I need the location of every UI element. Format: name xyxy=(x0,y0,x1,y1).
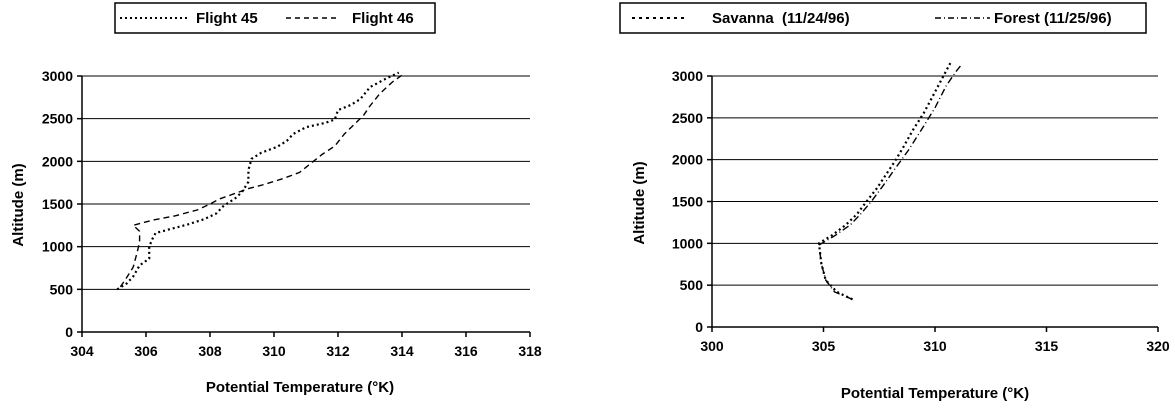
y-tick-label: 500 xyxy=(680,277,704,293)
x-tick-label: 300 xyxy=(700,338,724,354)
y-tick-labels: 0 500 1000 1500 2000 2500 3000 xyxy=(672,68,712,335)
x-tick-label: 308 xyxy=(198,343,222,359)
y-tick-label: 3000 xyxy=(672,68,703,84)
gridlines xyxy=(82,75,530,290)
y-tick-label: 0 xyxy=(695,319,703,335)
legend-box xyxy=(114,2,436,34)
x-axis-title: Potential Temperature (°K) xyxy=(841,385,1029,402)
x-tick-label: 310 xyxy=(923,338,947,354)
x-tick-label: 314 xyxy=(390,343,414,359)
y-tick-label: 500 xyxy=(50,281,74,297)
x-tick-label: 318 xyxy=(518,343,542,359)
flight-chart: Flight 45 Flight 46 0 500 1000 1500 2000 2500… xyxy=(10,2,542,396)
x-tick-label: 305 xyxy=(812,338,836,354)
y-tick-label: 0 xyxy=(65,324,73,340)
x-axis-title: Potential Temperature (°K) xyxy=(206,379,394,396)
legend-label-flight-45: Flight 45 xyxy=(196,10,258,27)
y-tick-label: 1500 xyxy=(42,196,73,212)
y-tick-label: 2500 xyxy=(42,111,73,127)
y-axis-title: Altitude (m) xyxy=(10,163,27,246)
y-tick-labels: 0 500 1000 1500 2000 2500 3000 xyxy=(42,68,82,340)
y-tick-label: 1000 xyxy=(42,239,73,255)
series-line-flight-46 xyxy=(119,74,403,288)
legend-label-flight-46: Flight 46 xyxy=(352,10,414,27)
x-tick-label: 315 xyxy=(1035,338,1059,354)
x-tick-label: 312 xyxy=(326,343,350,359)
y-tick-label: 3000 xyxy=(42,68,73,84)
y-tick-label: 2500 xyxy=(672,110,703,126)
legend-box xyxy=(619,2,1147,34)
series-line-forest-11-25-96 xyxy=(818,63,963,301)
gridlines xyxy=(712,75,1158,286)
legend-label-forest: Forest (11/25/96) xyxy=(994,10,1112,27)
series-line-savanna-11-24-96 xyxy=(817,62,952,301)
land-cover-chart: Savanna (11/24/96) Forest (11/25/96) 0 50… xyxy=(619,2,1170,402)
x-tick-labels: 300 305 310 315 320 xyxy=(700,327,1170,354)
x-tick-label: 320 xyxy=(1146,338,1170,354)
series-layer xyxy=(116,71,403,291)
y-axis-title: Altitude (m) xyxy=(631,161,648,244)
x-tick-label: 304 xyxy=(70,343,94,359)
y-tick-label: 1500 xyxy=(672,194,703,210)
series-layer xyxy=(817,62,963,301)
legend-label-savanna: Savanna (11/24/96) xyxy=(712,10,850,27)
x-tick-labels: 304 306 308 310 312 314 316 318 xyxy=(70,332,542,359)
x-tick-label: 310 xyxy=(262,343,286,359)
series-line-flight-45 xyxy=(116,71,400,291)
x-tick-label: 316 xyxy=(454,343,478,359)
x-tick-label: 306 xyxy=(134,343,158,359)
y-tick-label: 2000 xyxy=(672,152,703,168)
y-tick-label: 2000 xyxy=(42,153,73,169)
y-tick-label: 1000 xyxy=(672,235,703,251)
